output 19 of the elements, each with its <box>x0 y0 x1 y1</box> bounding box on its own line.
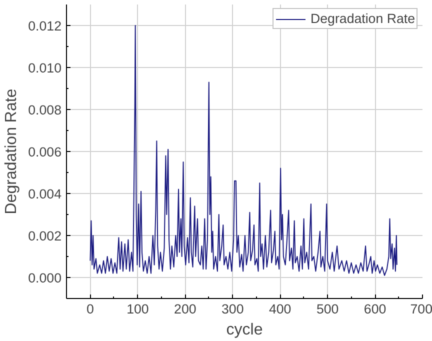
line-series <box>90 25 398 276</box>
legend-label: Degradation Rate <box>310 11 415 26</box>
x-tick-label: 0 <box>86 302 94 316</box>
y-tick-label: 0.006 <box>28 144 62 160</box>
x-tick-label: 600 <box>364 302 386 316</box>
x-tick-label: 300 <box>222 302 244 316</box>
y-tick-label: 0.004 <box>28 186 62 202</box>
x-tick-label: 200 <box>174 302 196 316</box>
y-tick-label: 0.002 <box>28 228 62 244</box>
y-axis-title: Degradation Rate <box>3 88 20 214</box>
y-tick-label: 0.010 <box>28 60 62 76</box>
y-tick-label: 0.012 <box>28 18 62 34</box>
x-axis-title: cycle <box>226 322 263 338</box>
x-tick-label: 500 <box>316 302 339 316</box>
x-tick-label: 400 <box>268 302 292 316</box>
x-tick-label: 100 <box>126 302 149 316</box>
y-tick-label: 0.000 <box>28 270 62 286</box>
x-tick-label: 700 <box>410 302 432 316</box>
y-tick-label: 0.008 <box>28 102 62 118</box>
